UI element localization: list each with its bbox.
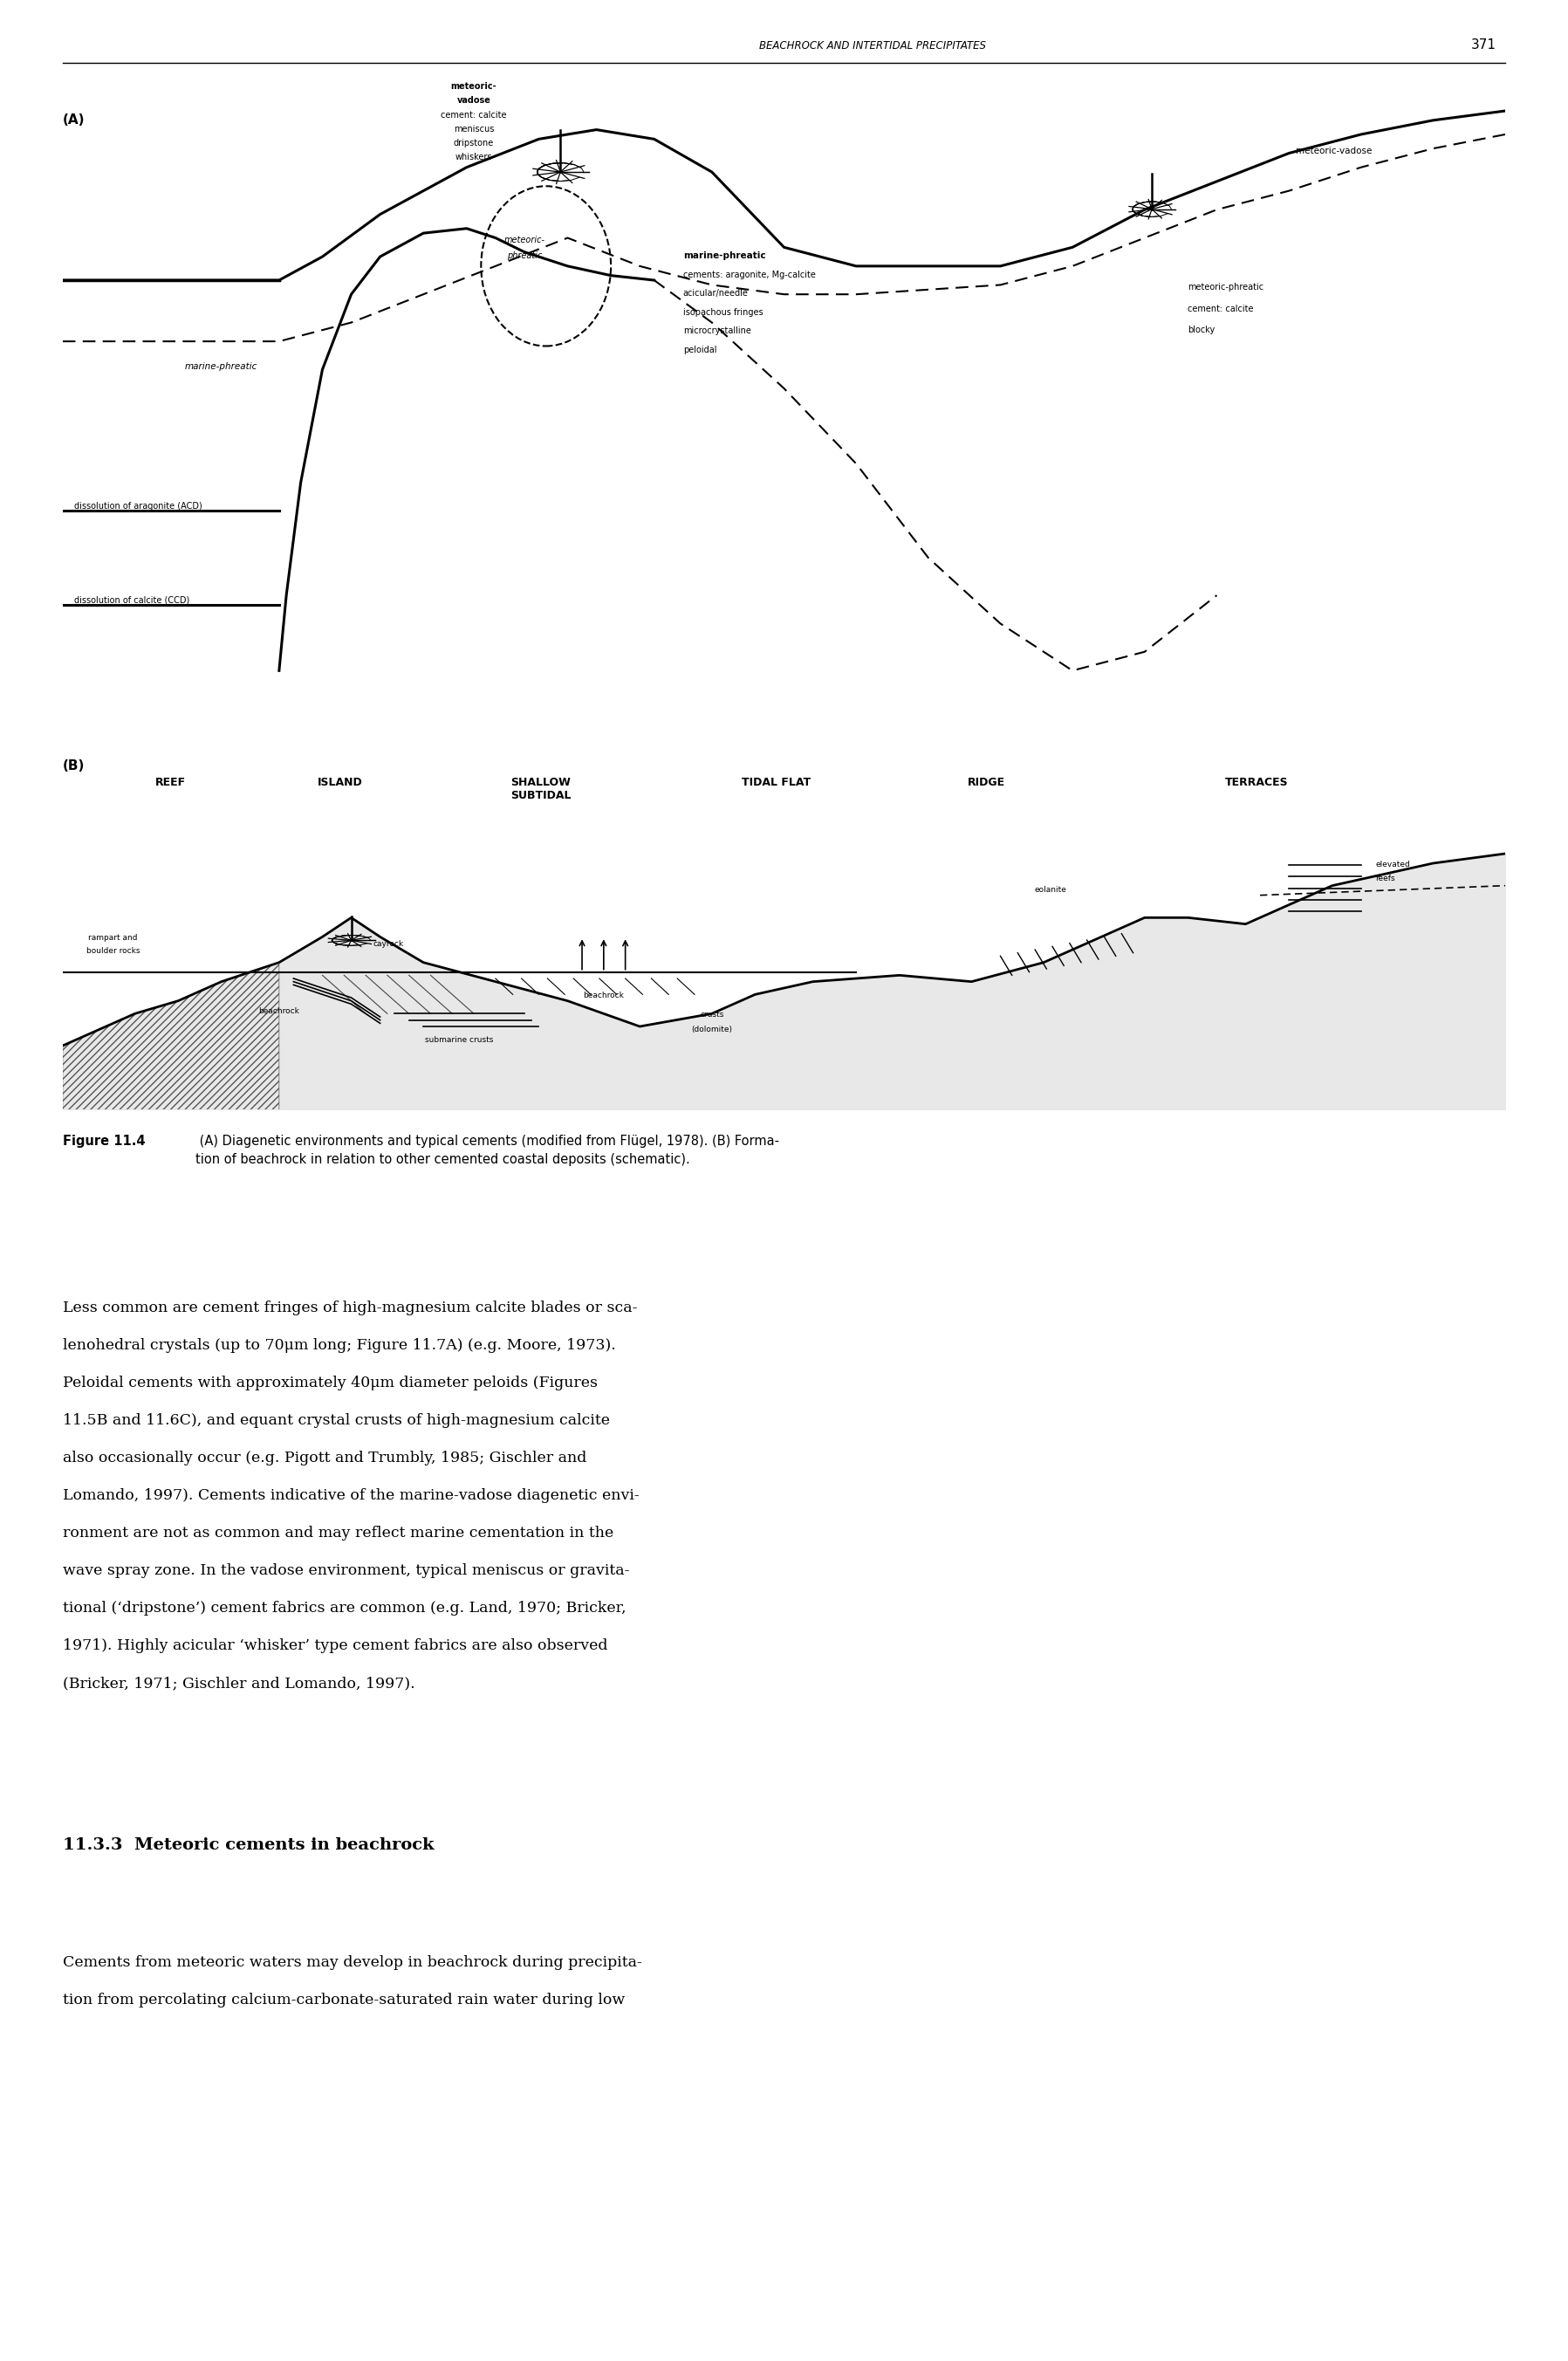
Text: ISLAND: ISLAND — [318, 777, 362, 789]
Text: 11.3.3  Meteoric cements in beachrock: 11.3.3 Meteoric cements in beachrock — [63, 1837, 434, 1853]
Text: peloidal: peloidal — [684, 345, 717, 354]
Text: eolanite: eolanite — [1035, 885, 1066, 895]
Text: marine-phreatic: marine-phreatic — [185, 364, 257, 371]
Text: boulder rocks: boulder rocks — [86, 947, 140, 954]
Text: cement: calcite: cement: calcite — [441, 111, 506, 118]
Text: microcrystalline: microcrystalline — [684, 326, 751, 335]
Text: cement: calcite: cement: calcite — [1189, 305, 1254, 314]
Text: (A) Diagenetic environments and typical cements (modified from Flügel, 1978). (B: (A) Diagenetic environments and typical … — [196, 1136, 779, 1166]
Text: Cements from meteoric waters may develop in beachrock during precipita-: Cements from meteoric waters may develop… — [63, 1955, 643, 1969]
Text: crusts: crusts — [699, 1011, 724, 1018]
Text: cements: aragonite, Mg-calcite: cements: aragonite, Mg-calcite — [684, 272, 815, 279]
Text: cayrock: cayrock — [373, 940, 403, 949]
Text: ronment are not as common and may reflect marine cementation in the: ronment are not as common and may reflec… — [63, 1525, 613, 1539]
Text: tional (‘dripstone’) cement fabrics are common (e.g. Land, 1970; Bricker,: tional (‘dripstone’) cement fabrics are … — [63, 1601, 626, 1615]
Text: Less common are cement fringes of high-magnesium calcite blades or sca-: Less common are cement fringes of high-m… — [63, 1301, 638, 1315]
Text: RIDGE: RIDGE — [967, 777, 1005, 789]
Text: REEF: REEF — [155, 777, 185, 789]
Text: Lomando, 1997). Cements indicative of the marine-vadose diagenetic envi-: Lomando, 1997). Cements indicative of th… — [63, 1487, 640, 1504]
Text: lenohedral crystals (up to 70μm long; Figure 11.7A) (e.g. Moore, 1973).: lenohedral crystals (up to 70μm long; Fi… — [63, 1339, 616, 1353]
Text: TIDAL FLAT: TIDAL FLAT — [742, 777, 811, 789]
Text: (A): (A) — [63, 113, 85, 127]
Text: blocky: blocky — [1189, 326, 1215, 335]
Text: tion from percolating calcium-carbonate-saturated rain water during low: tion from percolating calcium-carbonate-… — [63, 1993, 626, 2007]
Text: submarine crusts: submarine crusts — [425, 1036, 494, 1044]
Text: wave spray zone. In the vadose environment, typical meniscus or gravita-: wave spray zone. In the vadose environme… — [63, 1563, 630, 1577]
Text: 1971). Highly acicular ‘whisker’ type cement fabrics are also observed: 1971). Highly acicular ‘whisker’ type ce… — [63, 1639, 608, 1653]
Text: SHALLOW
SUBTIDAL: SHALLOW SUBTIDAL — [511, 777, 571, 800]
Text: (Bricker, 1971; Gischler and Lomando, 1997).: (Bricker, 1971; Gischler and Lomando, 19… — [63, 1676, 416, 1690]
Text: whiskers: whiskers — [455, 153, 492, 161]
Text: 11.5B and 11.6C), and equant crystal crusts of high-magnesium calcite: 11.5B and 11.6C), and equant crystal cru… — [63, 1414, 610, 1428]
Text: TERRACES: TERRACES — [1225, 777, 1289, 789]
Text: rampart and: rampart and — [88, 935, 138, 942]
Text: beachrock: beachrock — [583, 992, 624, 999]
Text: meteoric-: meteoric- — [452, 83, 497, 92]
Text: meteoric-: meteoric- — [503, 236, 544, 243]
Text: also occasionally occur (e.g. Pigott and Trumbly, 1985; Gischler and: also occasionally occur (e.g. Pigott and… — [63, 1450, 586, 1466]
Text: dissolution of calcite (CCD): dissolution of calcite (CCD) — [74, 595, 190, 604]
Text: reefs: reefs — [1375, 874, 1396, 883]
Text: dripstone: dripstone — [453, 139, 494, 146]
Text: Peloidal cements with approximately 40μm diameter peloids (Figures: Peloidal cements with approximately 40μm… — [63, 1376, 597, 1391]
Text: meniscus: meniscus — [453, 125, 494, 132]
Text: (dolomite): (dolomite) — [691, 1025, 732, 1034]
Text: isopachous fringes: isopachous fringes — [684, 307, 764, 316]
Text: (B): (B) — [63, 760, 85, 772]
Text: meteoric-vadose: meteoric-vadose — [1297, 146, 1372, 156]
Text: Figure 11.4: Figure 11.4 — [63, 1136, 146, 1147]
Text: meteoric-phreatic: meteoric-phreatic — [1189, 283, 1264, 290]
Text: vadose: vadose — [456, 97, 491, 106]
Text: phreatic: phreatic — [506, 253, 543, 260]
Text: marine-phreatic: marine-phreatic — [684, 253, 765, 260]
Text: beachrock: beachrock — [259, 1008, 299, 1015]
Text: elevated: elevated — [1375, 859, 1410, 869]
Text: acicular/needle: acicular/needle — [684, 288, 748, 297]
Text: dissolution of aragonite (ACD): dissolution of aragonite (ACD) — [74, 503, 202, 510]
Text: BEACHROCK AND INTERTIDAL PRECIPITATES: BEACHROCK AND INTERTIDAL PRECIPITATES — [759, 40, 986, 52]
Text: 371: 371 — [1471, 38, 1496, 52]
